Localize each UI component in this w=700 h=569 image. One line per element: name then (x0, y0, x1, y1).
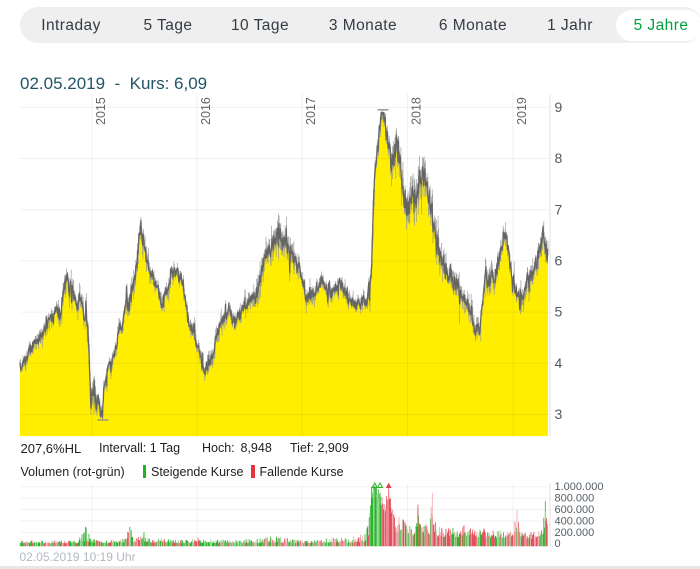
svg-text:2016: 2016 (199, 97, 213, 125)
svg-text:4: 4 (555, 355, 563, 371)
svg-text:400.000: 400.000 (555, 515, 595, 527)
svg-text:800.000: 800.000 (555, 493, 595, 505)
svg-text:9: 9 (555, 99, 563, 115)
svg-text:2015: 2015 (94, 97, 108, 125)
svg-text:6: 6 (555, 253, 563, 269)
svg-text:2017: 2017 (304, 97, 318, 125)
svg-text:600.000: 600.000 (555, 504, 595, 516)
svg-text:7: 7 (555, 201, 563, 217)
svg-text:2018: 2018 (410, 97, 424, 125)
svg-text:8: 8 (555, 150, 563, 166)
svg-text:200.000: 200.000 (555, 527, 595, 539)
svg-text:5: 5 (555, 304, 563, 320)
svg-text:3: 3 (555, 406, 563, 422)
svg-text:2019: 2019 (515, 97, 529, 125)
svg-text:1.000.000: 1.000.000 (555, 481, 604, 493)
svg-text:0: 0 (555, 538, 561, 550)
